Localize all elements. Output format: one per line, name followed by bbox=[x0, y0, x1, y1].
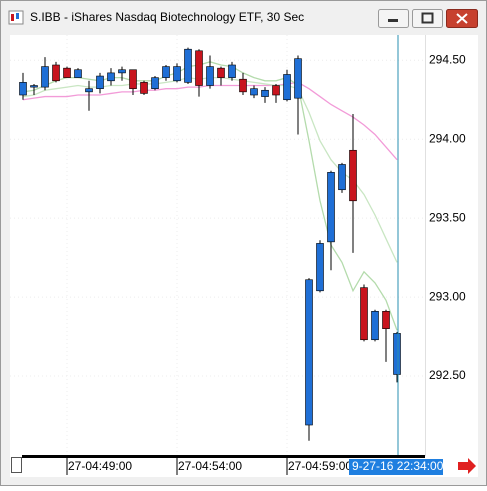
candle-body bbox=[96, 75, 104, 89]
candle-body bbox=[305, 279, 313, 426]
candle-body bbox=[382, 311, 390, 329]
y-tick-label: 292.50 bbox=[429, 368, 466, 382]
candle-body bbox=[63, 67, 71, 78]
x-tick-label: 27-04:54:00 bbox=[178, 459, 242, 473]
candle-body bbox=[349, 149, 357, 202]
cursor-label-bg bbox=[349, 459, 443, 475]
candle-body bbox=[162, 66, 170, 78]
candle-body bbox=[294, 58, 302, 99]
candle-body bbox=[228, 64, 236, 78]
candle-body bbox=[129, 69, 137, 89]
app-icon bbox=[8, 10, 24, 25]
candle-body bbox=[250, 88, 258, 96]
candle-body bbox=[316, 243, 324, 292]
candle-body bbox=[52, 64, 60, 82]
candle-body bbox=[173, 66, 181, 82]
x-tick-label: 27-04:49:00 bbox=[68, 459, 132, 473]
y-tick-label: 294.50 bbox=[429, 52, 466, 66]
candle-body bbox=[261, 89, 269, 97]
time-axis-line bbox=[22, 455, 425, 458]
candle-body bbox=[272, 85, 280, 96]
candle-body bbox=[30, 85, 38, 88]
plot-area bbox=[10, 35, 478, 456]
candle-body bbox=[327, 172, 335, 243]
candle-body bbox=[151, 77, 159, 89]
x-tick-label: 27-04:59:00 bbox=[288, 459, 352, 473]
plot: 292.50 293.00 293.50 294.00 294.50 27-04:49:0… bbox=[10, 35, 466, 475]
maximize-button[interactable] bbox=[412, 9, 443, 28]
candle-body bbox=[360, 287, 368, 341]
close-button[interactable] bbox=[446, 9, 478, 28]
candle-body bbox=[239, 78, 247, 93]
scroll-box[interactable] bbox=[11, 457, 22, 473]
candle-body bbox=[371, 311, 379, 341]
cursor-label: 9-27-16 22:34:00 bbox=[352, 459, 444, 473]
y-tick-label: 294.00 bbox=[429, 131, 466, 145]
scroll-arrow[interactable] bbox=[458, 458, 476, 474]
candle-body bbox=[19, 82, 27, 96]
candle-body bbox=[206, 66, 214, 86]
minimize-button[interactable] bbox=[378, 9, 409, 28]
candle-body bbox=[283, 74, 291, 101]
candle-body bbox=[74, 69, 82, 78]
candle-body bbox=[338, 164, 346, 191]
candle-body bbox=[107, 72, 115, 82]
candle-body bbox=[140, 82, 148, 94]
candle-body bbox=[393, 333, 401, 375]
candle-body bbox=[217, 67, 225, 78]
y-tick-label: 293.00 bbox=[429, 289, 466, 303]
candle-body bbox=[184, 48, 192, 83]
candle-body bbox=[118, 69, 126, 74]
candle-body bbox=[195, 50, 203, 86]
candle-body bbox=[41, 66, 49, 88]
y-tick-label: 293.50 bbox=[429, 210, 466, 224]
candle-body bbox=[85, 88, 93, 93]
window-title: S.IBB - iShares Nasdaq Biotechnology ETF… bbox=[30, 10, 304, 24]
